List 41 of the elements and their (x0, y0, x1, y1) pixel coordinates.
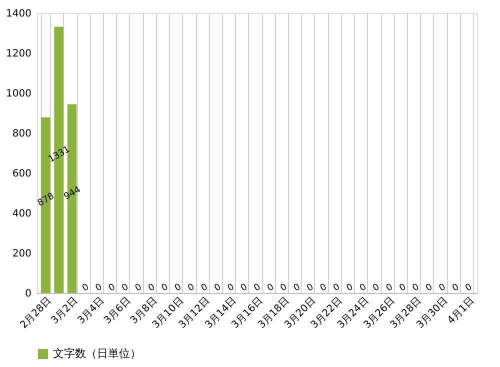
data-label: 0 (345, 282, 356, 294)
data-label: 0 (160, 282, 170, 294)
data-label: 0 (239, 282, 250, 294)
y-tick-label: 0 (25, 288, 32, 300)
data-label: 0 (200, 282, 210, 294)
data-label: 0 (398, 282, 408, 294)
data-label: 0 (279, 282, 290, 294)
data-label: 944 (62, 184, 83, 202)
data-label: 0 (438, 282, 448, 294)
data-label: 0 (80, 282, 92, 294)
y-tick-label: 1200 (6, 48, 32, 60)
legend-label: 文字数（日単位） (53, 347, 141, 360)
y-tick-label: 200 (12, 248, 32, 260)
data-label: 0 (120, 282, 131, 294)
y-tick-label: 800 (12, 128, 32, 140)
data-label: 0 (292, 282, 302, 294)
data-label: 0 (266, 282, 276, 294)
y-tick-label: 1400 (6, 8, 32, 20)
data-label: 0 (464, 282, 474, 294)
y-tick-label: 400 (12, 208, 32, 220)
data-label: 0 (146, 282, 158, 294)
data-label: 0 (186, 282, 197, 294)
data-label: 0 (173, 282, 184, 294)
data-label: 0 (305, 282, 316, 294)
data-label: 0 (94, 282, 104, 294)
data-label: 0 (450, 282, 462, 294)
y-tick-label: 1000 (6, 88, 32, 100)
data-label: 0 (107, 282, 118, 294)
data-label: 0 (134, 282, 144, 294)
data-label: 0 (384, 282, 395, 294)
data-label: 0 (372, 282, 382, 294)
y-tick-label: 600 (12, 168, 32, 180)
data-label: 0 (358, 282, 369, 294)
data-label: 0 (411, 282, 422, 294)
data-label: 0 (212, 282, 224, 294)
data-label: 0 (318, 282, 329, 294)
data-label: 0 (332, 282, 342, 294)
data-label: 0 (424, 282, 435, 294)
data-label: 878 (36, 191, 56, 209)
data-label: 0 (226, 282, 236, 294)
data-label: 0 (252, 282, 263, 294)
